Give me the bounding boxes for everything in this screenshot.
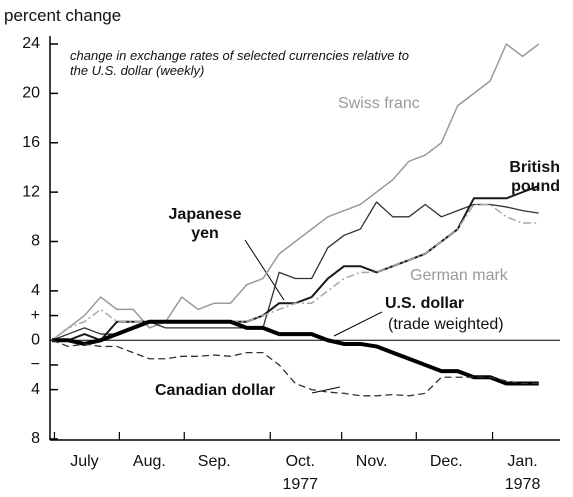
series-line (52, 319, 539, 386)
legend-label: British pound (509, 159, 560, 195)
x-tick-label: Dec. (430, 453, 463, 470)
y-tick-label: 16 (22, 134, 40, 151)
y-tick-label: − (31, 356, 40, 373)
subtitle: change in exchange rates of selected cur… (70, 48, 409, 78)
x-tick-label: Jan. (507, 453, 537, 470)
x-tick-label: Aug. (133, 453, 166, 470)
legend-label: Canadian dollar (155, 382, 276, 399)
y-tick-label: 12 (22, 183, 40, 200)
x-tick-label: Nov. (356, 453, 388, 470)
y-tick-label: 24 (22, 35, 40, 52)
y-axis-title: percent change (4, 6, 122, 25)
series-line (51, 203, 539, 341)
yen-arrow (244, 239, 285, 301)
series-line (51, 339, 539, 397)
x-tick-label: Sep. (198, 453, 231, 470)
legend-label: U.S. dollar (385, 295, 465, 312)
y-tick-label: + (31, 307, 40, 324)
year-label: 1978 (505, 476, 541, 493)
y-tick-label: 20 (22, 85, 40, 102)
legend-note: (trade weighted) (388, 316, 504, 333)
y-tick-label: 4 (31, 282, 40, 299)
usd-arrow (333, 311, 383, 337)
x-tick-label: July (70, 453, 98, 470)
y-tick-label: 0 (31, 331, 40, 348)
y-tick-label: 8 (31, 233, 40, 250)
cad-arrow (311, 386, 341, 394)
x-tick-label: Oct. (286, 453, 315, 470)
year-label: 1977 (282, 476, 318, 493)
y-tick-label: 4 (31, 381, 40, 398)
legend-label: Japanese yen (168, 206, 242, 242)
series-line (51, 43, 540, 341)
legend-label: Swiss franc (338, 95, 420, 112)
legend-label: German mark (410, 267, 508, 284)
y-tick-label: 8 (31, 430, 40, 447)
